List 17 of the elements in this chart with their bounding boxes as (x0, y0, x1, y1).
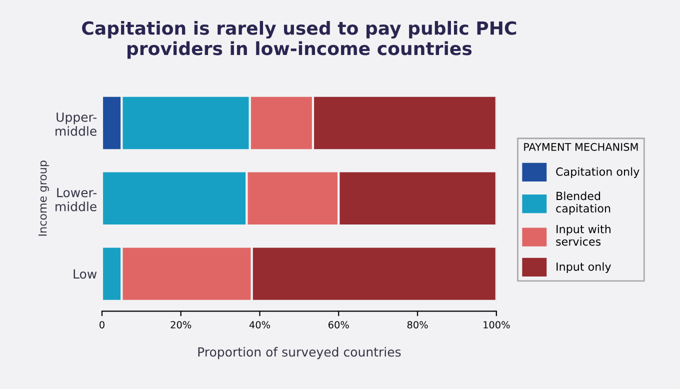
y-axis-title: Income group (38, 160, 49, 236)
legend-label: Blended capitation (556, 192, 610, 215)
x-tick-label: 100% (484, 321, 510, 328)
y-tick-label: Upper- middle (56, 112, 97, 136)
legend-label: Capitation only (556, 167, 640, 178)
legend-label: Input only (556, 262, 611, 273)
x-tick-label: 80% (407, 321, 428, 328)
y-tick-label: Low (74, 269, 97, 279)
legend-title: PAYMENT MECHANISM (524, 143, 638, 151)
x-tick-label: 60% (328, 321, 349, 328)
chart-title: Capitation is rarely used to pay public PHC providers in low-income countries (82, 20, 516, 59)
x-axis-title: Proportion of surveyed countries (198, 347, 401, 360)
x-tick-label: 0 (100, 321, 104, 328)
x-tick-label: 20% (170, 321, 192, 328)
y-tick-label: Lower- middle (56, 188, 97, 212)
legend-label: Input with services (556, 224, 610, 246)
x-tick-label: 40% (249, 321, 270, 328)
